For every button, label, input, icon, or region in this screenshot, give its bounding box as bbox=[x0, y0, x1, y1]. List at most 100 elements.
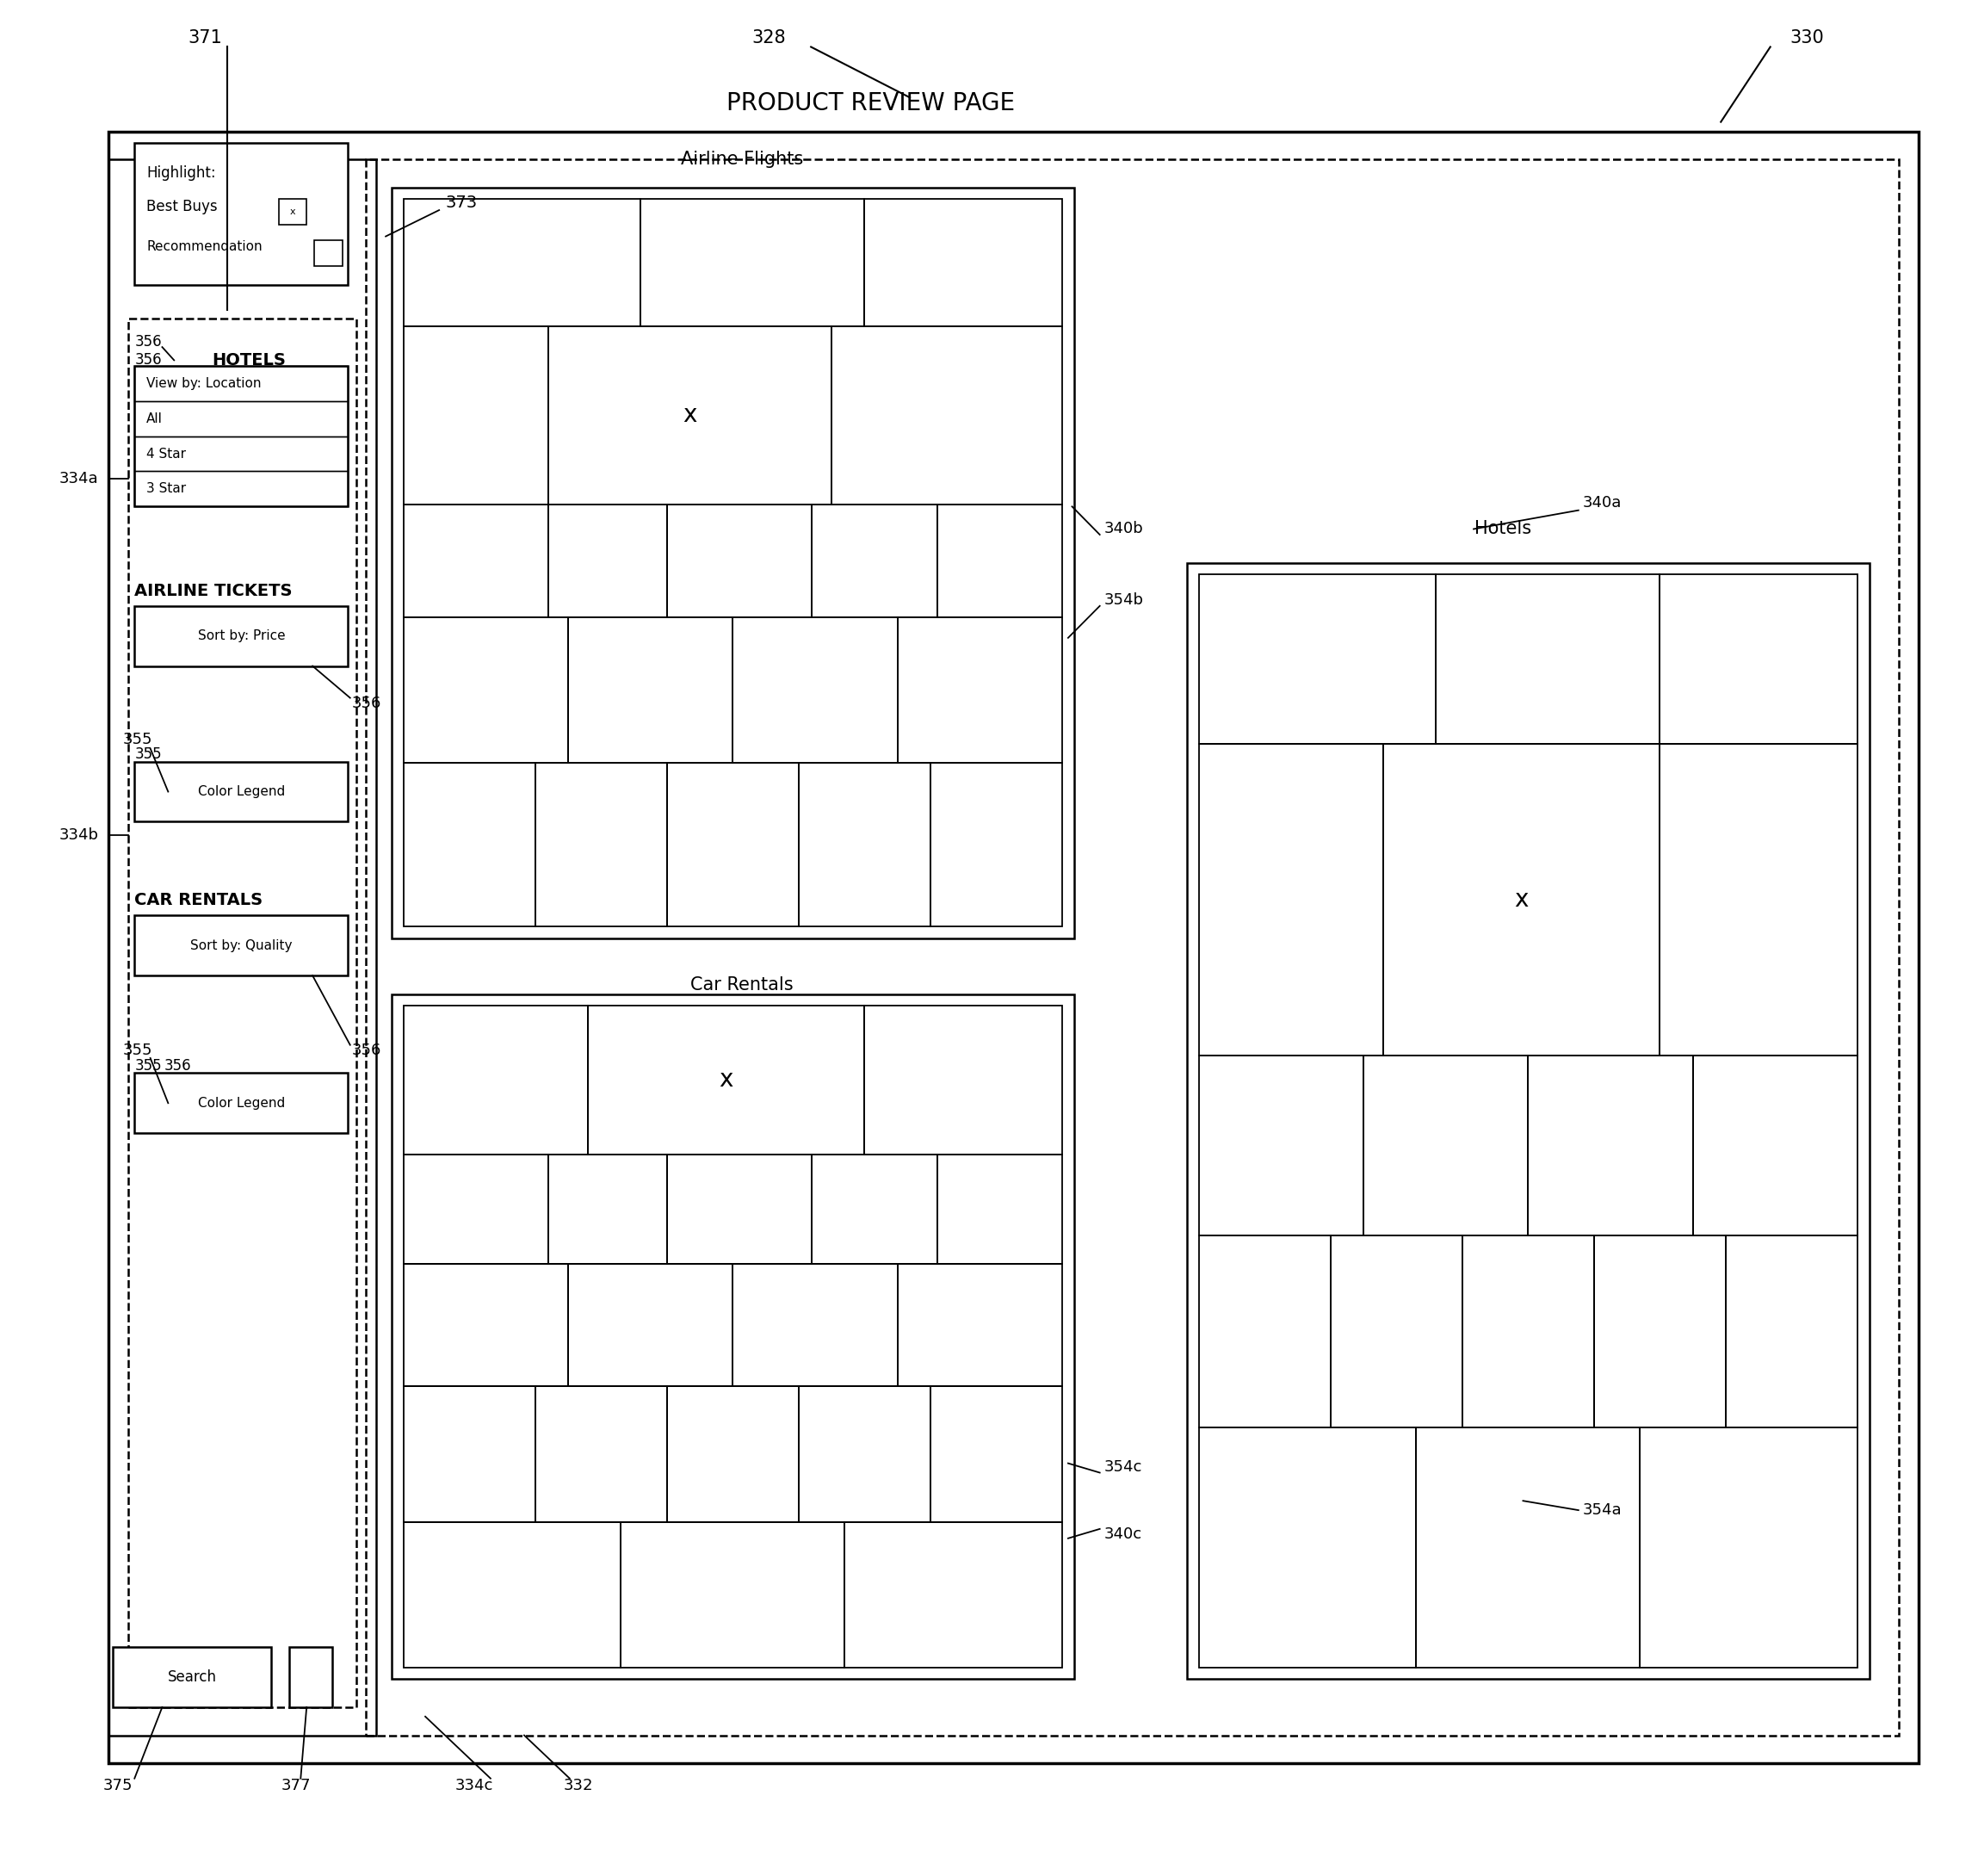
Text: HOTELS: HOTELS bbox=[212, 353, 285, 368]
Text: AIRLINE TICKETS: AIRLINE TICKETS bbox=[135, 583, 293, 598]
Text: x: x bbox=[682, 403, 696, 428]
Bar bbox=[667, 1154, 811, 1264]
Text: View by: Location: View by: Location bbox=[146, 377, 261, 390]
Text: Best Buys: Best Buys bbox=[146, 199, 218, 214]
Bar bbox=[1199, 1056, 1363, 1236]
Bar bbox=[799, 764, 930, 927]
Bar bbox=[135, 143, 348, 285]
Text: 373: 373 bbox=[445, 195, 477, 210]
Text: Color Legend: Color Legend bbox=[198, 786, 285, 797]
Text: 356: 356 bbox=[135, 353, 162, 368]
Bar bbox=[1660, 743, 1857, 1056]
Text: 340c: 340c bbox=[1104, 1527, 1141, 1542]
Bar bbox=[109, 159, 376, 1735]
Text: 354a: 354a bbox=[1582, 1503, 1622, 1518]
Text: Hotels: Hotels bbox=[1476, 520, 1531, 538]
Bar bbox=[392, 188, 1074, 938]
Text: 354b: 354b bbox=[1104, 593, 1143, 608]
Text: 334b: 334b bbox=[59, 827, 99, 842]
Text: Car Rentals: Car Rentals bbox=[690, 976, 793, 994]
Text: x: x bbox=[1515, 887, 1529, 912]
Text: 356: 356 bbox=[352, 696, 382, 711]
Text: 355: 355 bbox=[135, 1058, 162, 1073]
Text: Color Legend: Color Legend bbox=[198, 1097, 285, 1109]
Text: All: All bbox=[146, 413, 162, 426]
Bar bbox=[404, 326, 548, 505]
Text: 377: 377 bbox=[281, 1778, 311, 1793]
Bar bbox=[135, 915, 348, 976]
Bar bbox=[568, 617, 732, 764]
Text: 375: 375 bbox=[103, 1778, 133, 1793]
Bar bbox=[404, 505, 548, 617]
Bar bbox=[135, 401, 348, 437]
Bar bbox=[548, 1154, 667, 1264]
Bar bbox=[799, 1386, 930, 1521]
Bar bbox=[930, 764, 1062, 927]
Bar bbox=[811, 505, 938, 617]
Bar bbox=[404, 764, 536, 927]
Text: 356: 356 bbox=[135, 334, 162, 349]
Bar bbox=[1331, 1236, 1462, 1428]
Bar bbox=[938, 505, 1062, 617]
Bar bbox=[404, 1264, 568, 1386]
Text: Airline Flights: Airline Flights bbox=[680, 150, 803, 169]
Bar bbox=[864, 1006, 1062, 1154]
Bar bbox=[404, 617, 568, 764]
Text: 356: 356 bbox=[164, 1058, 192, 1073]
Text: 356: 356 bbox=[352, 1043, 382, 1058]
Bar bbox=[938, 1154, 1062, 1264]
Text: Sort by: Quality: Sort by: Quality bbox=[190, 940, 293, 951]
Text: Sort by: Price: Sort by: Price bbox=[198, 630, 285, 642]
Bar bbox=[404, 1521, 621, 1668]
Bar bbox=[667, 1386, 799, 1521]
Text: 340b: 340b bbox=[1104, 522, 1143, 537]
Bar bbox=[536, 764, 667, 927]
Text: Highlight:: Highlight: bbox=[146, 165, 216, 180]
Text: PRODUCT REVIEW PAGE: PRODUCT REVIEW PAGE bbox=[726, 92, 1015, 114]
Bar bbox=[404, 199, 641, 326]
Bar bbox=[1199, 574, 1436, 743]
Text: x: x bbox=[291, 208, 295, 216]
Bar bbox=[536, 1386, 667, 1521]
Text: 328: 328 bbox=[752, 28, 785, 47]
Bar bbox=[135, 1073, 348, 1133]
Bar bbox=[1187, 563, 1869, 1679]
Bar bbox=[1462, 1236, 1594, 1428]
Bar bbox=[667, 764, 799, 927]
Text: CAR RENTALS: CAR RENTALS bbox=[135, 893, 263, 908]
Text: 4 Star: 4 Star bbox=[146, 446, 186, 460]
Bar bbox=[1660, 574, 1857, 743]
Bar bbox=[135, 437, 348, 471]
Text: 330: 330 bbox=[1790, 28, 1824, 47]
Bar bbox=[1199, 743, 1383, 1056]
Text: 334c: 334c bbox=[455, 1778, 493, 1793]
Bar bbox=[898, 617, 1062, 764]
Bar bbox=[667, 505, 811, 617]
Bar bbox=[621, 1521, 845, 1668]
Bar bbox=[1383, 743, 1660, 1056]
Bar bbox=[1199, 1236, 1331, 1428]
Bar bbox=[109, 131, 1919, 1763]
Text: 3 Star: 3 Star bbox=[146, 482, 186, 495]
Bar bbox=[404, 1006, 587, 1154]
Bar bbox=[1363, 1056, 1527, 1236]
Bar bbox=[315, 240, 342, 266]
Bar bbox=[1416, 1428, 1640, 1668]
Bar bbox=[811, 1154, 938, 1264]
Bar bbox=[135, 366, 348, 507]
Text: 340a: 340a bbox=[1582, 495, 1622, 510]
Text: 371: 371 bbox=[188, 28, 222, 47]
Bar bbox=[279, 199, 307, 225]
Bar bbox=[289, 1647, 332, 1707]
Text: Search: Search bbox=[168, 1670, 216, 1685]
Bar bbox=[392, 994, 1074, 1679]
Bar bbox=[135, 471, 348, 507]
Bar bbox=[831, 326, 1062, 505]
Text: 332: 332 bbox=[564, 1778, 593, 1793]
Bar bbox=[898, 1264, 1062, 1386]
Bar bbox=[366, 159, 1899, 1735]
Bar bbox=[587, 1006, 864, 1154]
Text: 355: 355 bbox=[123, 732, 152, 747]
Bar bbox=[1436, 574, 1660, 743]
Bar bbox=[568, 1264, 732, 1386]
